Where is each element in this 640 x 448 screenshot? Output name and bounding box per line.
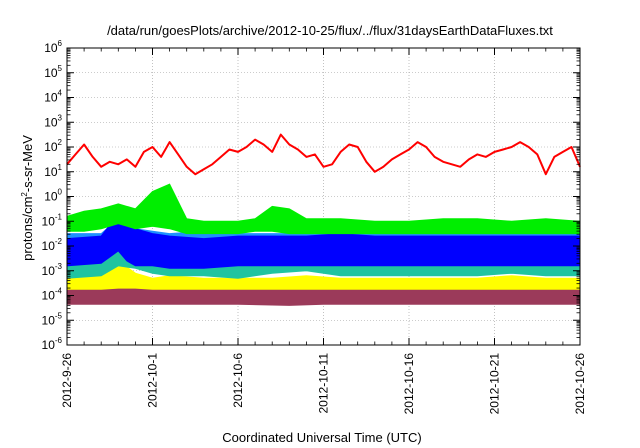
x-tick-label: 2012-10-1 [146,353,160,408]
y-tick-label: 10-3 [42,262,63,278]
x-tick-label: 2012-10-21 [488,353,502,415]
x-tick-label: 2012-10-11 [317,353,331,414]
y-axis-label: protons/cm2-s-sr-MeV [20,135,35,261]
series-layer [66,133,581,306]
y-tick-label: 10-1 [42,212,63,228]
y-tick-labels: 10-6 10-5 10-4 10-3 10-2 10-1 100 101 102 103 104 1… [42,39,63,352]
y-tick-label: 100 [44,188,62,204]
x-tick-label: 2012-10-6 [231,353,245,408]
x-tick-labels: 2012-9-26 2012-10-1 2012-10-6 2012-10-11 201… [60,353,587,415]
series-line-6 [66,133,581,176]
chart-title: /data/run/goesPlots/archive/2012-10-25/f… [107,23,553,38]
x-tick-label: 2012-9-26 [60,353,74,408]
axis-ticks [66,47,581,346]
y-tick-label: 105 [44,64,62,80]
y-tick-label: 106 [44,39,62,55]
y-tick-label: 10-6 [42,336,63,352]
y-tick-label: 10-4 [42,287,63,303]
y-tick-label: 103 [44,113,62,129]
y-tick-label: 104 [44,89,62,105]
y-tick-label: 10-2 [42,237,63,253]
series-band-5 [66,183,581,235]
y-tick-label: 102 [44,138,62,154]
x-tick-label: 2012-10-16 [402,353,416,415]
x-tick-label: 2012-10-26 [573,353,587,415]
y-tick-label: 101 [44,163,62,179]
x-axis-label: Coordinated Universal Time (UTC) [222,430,421,445]
y-tick-label: 10-5 [42,311,63,327]
series-band-0 [66,287,581,306]
